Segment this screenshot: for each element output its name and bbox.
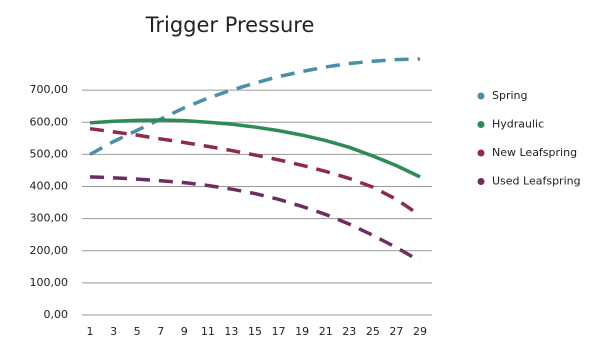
- x-tick-label: 13: [224, 325, 238, 338]
- legend-label: Hydraulic: [492, 118, 544, 131]
- x-tick-label: 29: [413, 325, 427, 338]
- x-tick-label: 21: [319, 325, 333, 338]
- x-tick-label: 7: [157, 325, 164, 338]
- x-tick-label: 3: [110, 325, 117, 338]
- series-line: [89, 126, 421, 217]
- x-tick-label: 5: [134, 325, 141, 338]
- legend-swatch: [477, 121, 485, 128]
- legend-swatch: [477, 92, 485, 100]
- x-tick-label: 25: [366, 325, 380, 338]
- legend-swatch: [477, 178, 485, 185]
- y-tick-label: 0,00: [44, 308, 69, 321]
- x-tick-label: 9: [181, 325, 188, 338]
- x-tick-label: 17: [272, 325, 286, 338]
- legend-swatch: [477, 149, 485, 157]
- x-tick-label: 1: [87, 325, 94, 338]
- y-tick-label: 100,00: [30, 276, 69, 289]
- legend-label: New Leafspring: [492, 146, 577, 159]
- y-tick-label: 400,00: [30, 180, 69, 193]
- legend-label: Used Leafspring: [492, 175, 581, 188]
- series-line: [89, 175, 421, 263]
- series-line: [89, 118, 421, 179]
- x-tick-label: 19: [295, 325, 309, 338]
- x-tick-label: 15: [248, 325, 262, 338]
- x-tick-label: 11: [201, 325, 215, 338]
- y-tick-label: 600,00: [30, 115, 69, 128]
- y-tick-label: 200,00: [30, 244, 69, 257]
- chart-title: Trigger Pressure: [145, 13, 315, 37]
- series-line: [89, 57, 421, 156]
- x-tick-label: 27: [389, 325, 403, 338]
- y-tick-label: 700,00: [30, 83, 69, 96]
- y-tick-label: 500,00: [30, 147, 69, 160]
- y-tick-label: 300,00: [30, 212, 69, 225]
- x-tick-label: 23: [342, 325, 356, 338]
- legend-label: Spring: [492, 89, 528, 102]
